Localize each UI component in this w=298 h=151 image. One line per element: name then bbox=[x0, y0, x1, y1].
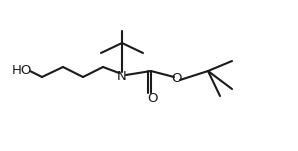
Text: O: O bbox=[172, 72, 182, 85]
Text: N: N bbox=[117, 69, 127, 82]
Text: HO: HO bbox=[12, 64, 32, 77]
Text: O: O bbox=[148, 92, 158, 104]
